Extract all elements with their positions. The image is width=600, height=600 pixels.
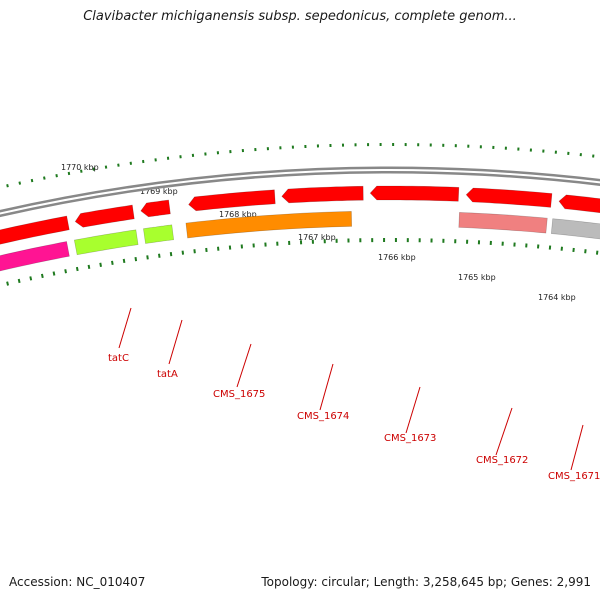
ruler-label: 1764 kbp	[538, 293, 576, 302]
gene-label: CMS_1673	[384, 433, 436, 444]
cds-arrow	[74, 204, 135, 228]
minor-tick	[134, 256, 138, 262]
minor-tick	[55, 174, 58, 178]
minor-tick	[67, 171, 71, 176]
CMS_1672-arrow	[458, 212, 548, 234]
backbone-core	[0, 169, 600, 215]
gene-label: CMS_1671	[548, 471, 600, 482]
gene-leader-line	[236, 343, 252, 388]
genome-backbone	[0, 166, 600, 218]
minor-tick	[18, 181, 22, 185]
gene-labels: tatC tatA CMS_1675 CMS_1674 CMS_1673 CMS_1672…	[108, 307, 600, 482]
map-title: Clavibacter michiganensis subsp. sepedon…	[83, 9, 517, 24]
minor-tick	[43, 176, 46, 180]
CMS_1671-arrow	[550, 218, 600, 240]
tatC-arrow	[73, 229, 139, 256]
minor-tick	[80, 169, 83, 173]
cds-arrow	[281, 185, 364, 204]
cds-arrow	[140, 199, 171, 218]
minor-tick	[75, 266, 79, 272]
ruler-labels: 1770 kbp 1769 kbp 1768 kbp 1767 kbp 1766 kbp…	[61, 163, 576, 302]
ruler-label: 1765 kbp	[458, 273, 496, 282]
minor-tick	[52, 271, 56, 276]
ruler-ticks-inner	[6, 238, 599, 286]
minor-tick	[40, 273, 44, 279]
gene-leader-line	[319, 363, 334, 411]
ruler-label: 1770 kbp	[61, 163, 99, 172]
CMS_1675-arrow	[185, 211, 353, 239]
minor-tick	[122, 258, 126, 264]
minor-tick	[6, 184, 9, 188]
tatA-arrow	[143, 224, 175, 244]
cds-arrow	[465, 187, 553, 208]
ruler-label: 1767 kbp	[298, 233, 336, 242]
minor-tick	[99, 262, 102, 267]
rna-arrow	[0, 241, 70, 272]
minor-tick	[158, 253, 161, 258]
ruler-label: 1768 kbp	[219, 210, 257, 219]
cds-arrow	[188, 189, 276, 212]
ruler-label: 1766 kbp	[378, 253, 416, 262]
cds-arrow	[558, 194, 600, 214]
minor-tick	[111, 260, 114, 265]
gene-leader-line	[495, 407, 513, 456]
gene-label: tatA	[157, 369, 178, 380]
gene-leader-line	[405, 386, 421, 434]
minor-tick	[30, 178, 34, 183]
minor-tick	[87, 264, 91, 270]
gene-label: CMS_1672	[476, 455, 528, 466]
minor-tick	[29, 276, 33, 281]
cds-arrow	[0, 215, 70, 245]
gene-leader-line	[570, 424, 584, 471]
gene-label: tatC	[108, 353, 129, 364]
gene-leader-line	[168, 319, 183, 365]
minor-tick	[6, 281, 10, 286]
ruler-label: 1769 kbp	[140, 187, 178, 196]
ruler-ticks-outer	[6, 143, 595, 188]
accession-text: Accession: NC_010407	[9, 575, 146, 589]
gene-leader-line	[118, 307, 132, 349]
feature-tracks	[0, 185, 600, 272]
gene-label: CMS_1675	[213, 389, 265, 400]
cds-arrow	[369, 185, 460, 202]
minor-tick	[64, 269, 67, 274]
genome-summary: Topology: circular; Length: 3,258,645 bp…	[261, 575, 591, 589]
gene-label: CMS_1674	[297, 411, 349, 422]
minor-tick	[17, 278, 21, 284]
minor-tick	[146, 255, 149, 260]
minor-tick	[169, 252, 173, 257]
